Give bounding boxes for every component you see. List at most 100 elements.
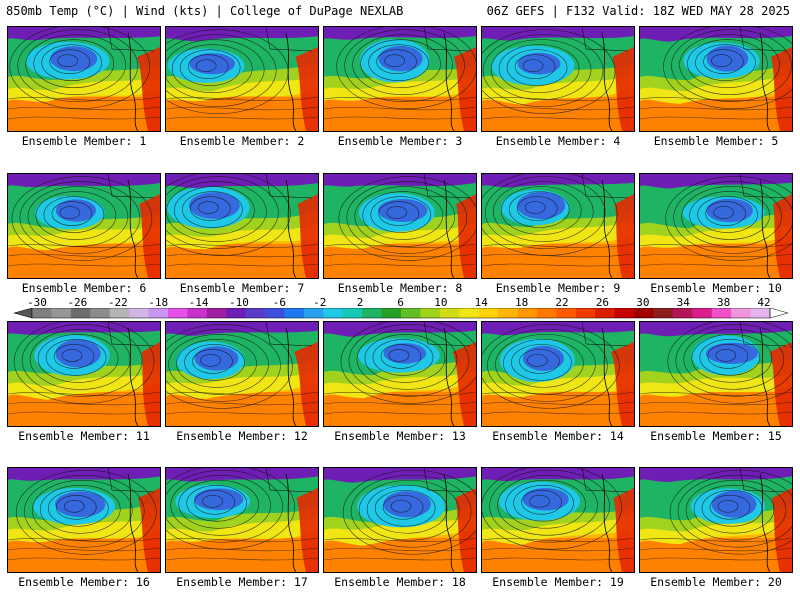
- height-contour: [707, 344, 749, 369]
- colorbar-segment: [342, 308, 363, 318]
- colorbar-segment: [478, 308, 499, 318]
- ensemble-map-panel: [639, 26, 793, 132]
- cold-core: [383, 491, 431, 518]
- height-contour: [8, 401, 160, 406]
- ensemble-member-label: Ensemble Member: 4: [495, 134, 621, 148]
- height-contour: [695, 44, 756, 81]
- height-contour: [198, 201, 219, 214]
- height-contour: [324, 537, 476, 542]
- height-contour: [705, 201, 746, 226]
- border-line: [581, 174, 629, 199]
- height-contour: [166, 34, 277, 107]
- height-contour: [374, 489, 436, 527]
- height-contour: [336, 27, 476, 109]
- height-contour: [506, 49, 568, 86]
- border-line: [739, 174, 787, 199]
- height-contour: [324, 253, 476, 258]
- height-contour: [202, 494, 223, 508]
- height-contour: [63, 500, 85, 513]
- coastal-heat: [773, 194, 792, 278]
- colorbar-segment: [634, 308, 654, 318]
- hot-field: [324, 97, 476, 131]
- height-contour: [324, 411, 476, 415]
- height-contour: [683, 329, 785, 390]
- colorbar-tick-label: 2: [356, 296, 364, 309]
- ensemble-member-label: Ensemble Member: 2: [179, 134, 305, 148]
- colorbar-tick-label: -6: [272, 296, 286, 309]
- height-contour: [348, 324, 470, 397]
- height-contour: [340, 322, 476, 404]
- hot-field: [8, 97, 160, 131]
- height-contour: [376, 49, 417, 74]
- border-line: [107, 468, 155, 493]
- polar-air: [482, 174, 634, 188]
- hot-field: [324, 392, 476, 426]
- height-contour: [681, 186, 782, 247]
- coastal-heat: [141, 342, 160, 426]
- height-contour: [500, 186, 582, 235]
- temperature-map: [166, 468, 318, 572]
- height-contour: [39, 485, 121, 534]
- height-contour: [174, 186, 255, 235]
- ensemble-member-label: Ensemble Member: 7: [179, 281, 305, 295]
- colorbar-segment: [51, 308, 72, 318]
- height-contour: [166, 411, 318, 415]
- height-contour: [640, 557, 792, 561]
- height-contour: [166, 557, 318, 561]
- height-contour: [21, 324, 143, 397]
- border-line: [581, 468, 629, 493]
- polar-air: [8, 174, 160, 188]
- height-contour: [354, 186, 456, 247]
- height-contour: [166, 547, 318, 552]
- height-contour: [166, 106, 318, 111]
- colorbar-segment: [90, 308, 111, 318]
- cold-core: [522, 345, 564, 371]
- height-contour: [482, 557, 634, 561]
- ensemble-member-label: Ensemble Member: 3: [337, 134, 463, 148]
- border-line: [739, 468, 787, 493]
- height-contour: [366, 484, 448, 534]
- height-contour: [8, 253, 160, 258]
- ensemble-map-panel: [323, 321, 477, 427]
- ensemble-map-panel: [323, 173, 477, 279]
- height-contour: [352, 34, 453, 95]
- ensemble-map-panel: [481, 173, 635, 279]
- cold-core: [517, 52, 561, 75]
- hot-field: [166, 538, 318, 572]
- temperature-map: [482, 322, 634, 426]
- height-contour: [200, 354, 221, 367]
- colorbar-segment: [206, 308, 227, 318]
- colorbar-segment: [129, 308, 150, 318]
- cold-core: [55, 339, 101, 368]
- height-contour: [378, 201, 420, 226]
- colorbar-segment: [498, 308, 519, 318]
- temperature-map: [324, 322, 476, 426]
- colorbar-right-arrow: [769, 308, 789, 319]
- temperature-map: [482, 468, 634, 572]
- ensemble-map-panel: [323, 467, 477, 573]
- coastline: [127, 32, 139, 131]
- colorbar-tick-label: 38: [716, 296, 731, 309]
- temperature-map: [482, 27, 634, 131]
- cold-core: [517, 191, 566, 220]
- height-contour: [171, 44, 253, 93]
- height-contour: [717, 499, 739, 513]
- height-contour: [640, 253, 792, 258]
- coastal-heat: [295, 47, 318, 131]
- height-contour: [503, 339, 584, 388]
- height-contour: [179, 49, 241, 86]
- height-contour: [346, 181, 468, 254]
- ensemble-member-label: Ensemble Member: 14: [492, 429, 624, 443]
- height-contour: [166, 243, 318, 248]
- ensemble-map-panel: [639, 173, 793, 279]
- height-contour: [25, 34, 127, 96]
- ensemble-member-label: Ensemble Member: 10: [650, 281, 782, 295]
- ensemble-member-label: Ensemble Member: 6: [21, 281, 147, 295]
- coastline: [759, 473, 771, 572]
- height-contour: [482, 34, 604, 107]
- height-contour: [360, 39, 441, 88]
- height-contour: [640, 411, 792, 415]
- coastal-heat: [456, 194, 476, 278]
- colorbar-tick-label: -26: [67, 296, 88, 309]
- coastline: [285, 327, 297, 426]
